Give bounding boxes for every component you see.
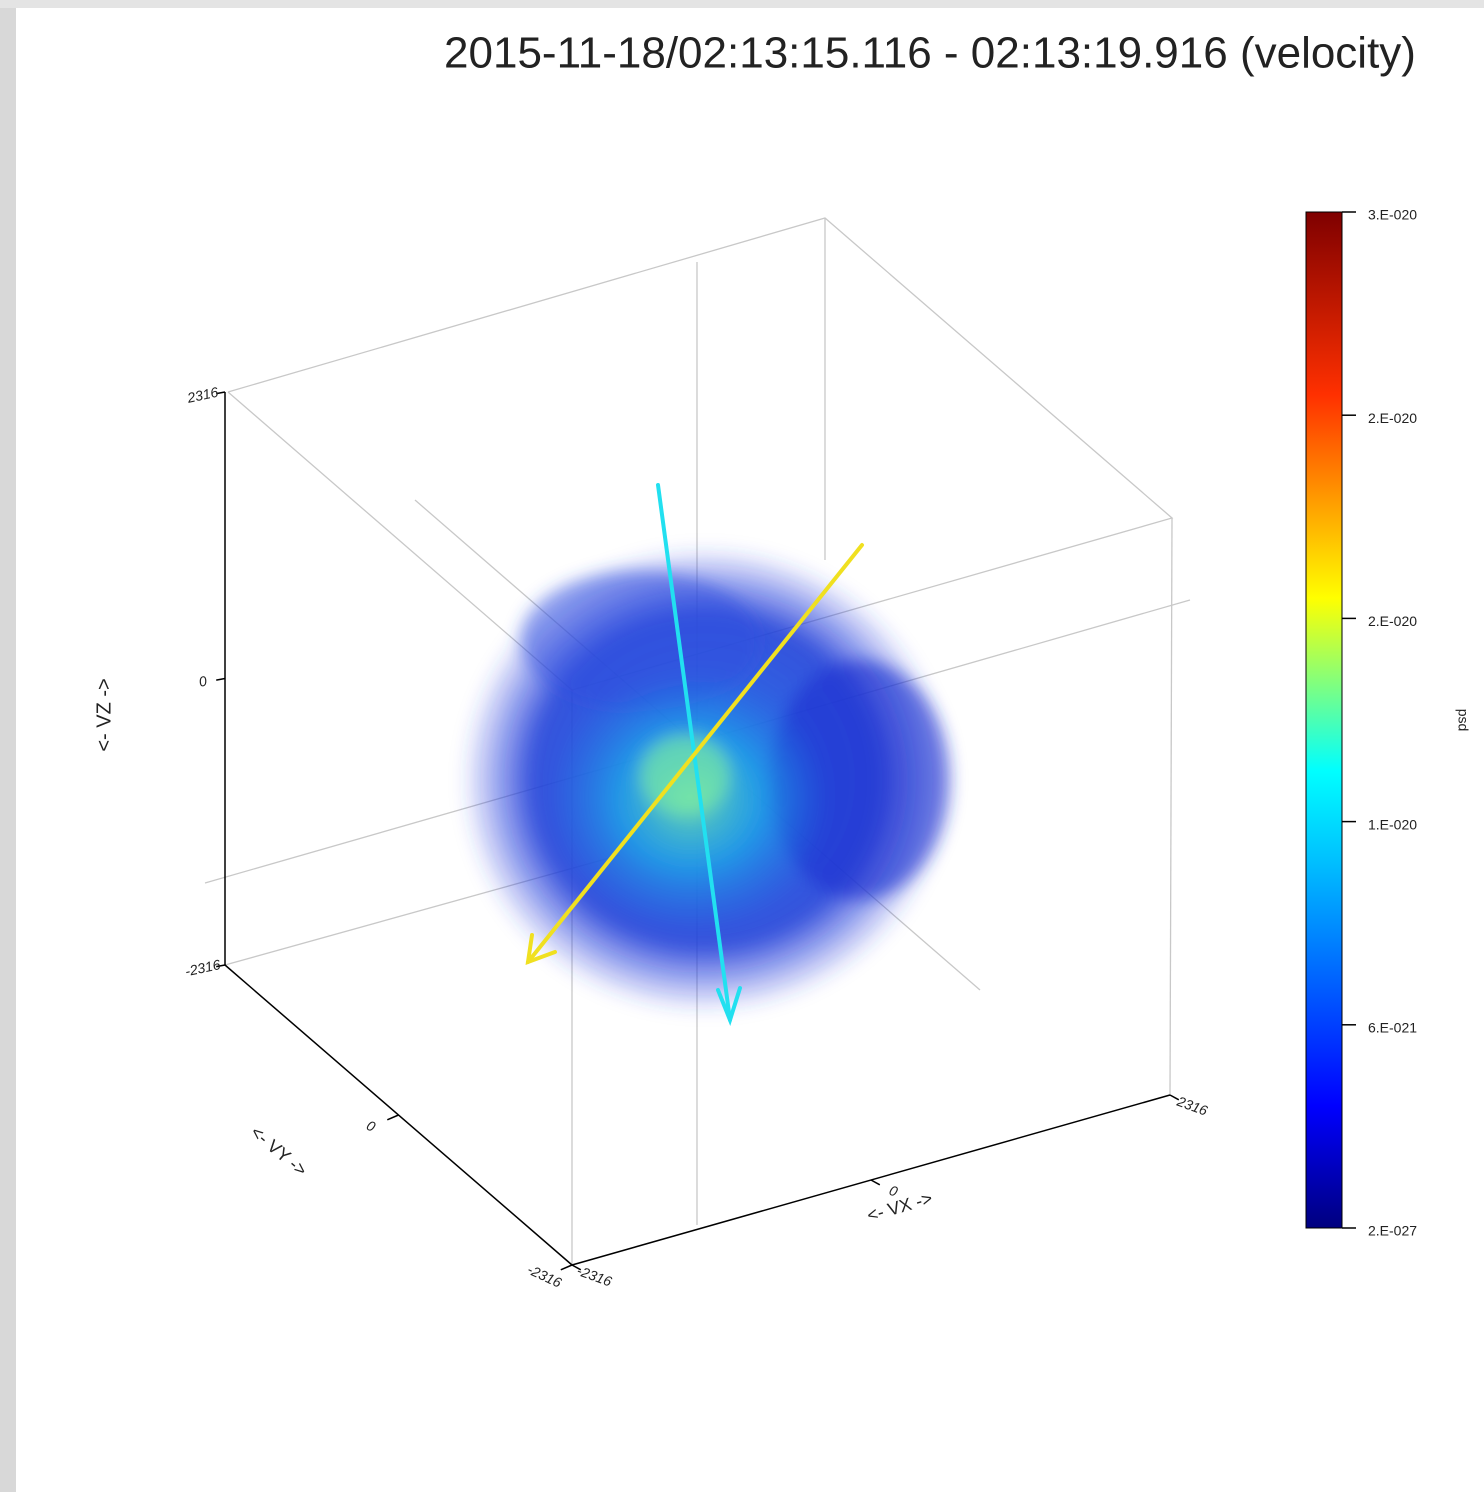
zticks-label: 0 (197, 673, 208, 690)
xticks-label: 2316 (1174, 1093, 1210, 1119)
xticks-label: -2316 (575, 1262, 614, 1289)
y-axis-label: <- VY -> (247, 1122, 311, 1180)
zticks-tick (216, 677, 226, 681)
yticks-tick (560, 1264, 573, 1271)
window-shadow (0, 0, 16, 1492)
xticks-tick (1169, 1094, 1180, 1101)
volume-render (460, 545, 950, 1015)
zticks-tick (216, 391, 226, 395)
colorbar-tick-label: 2.E-020 (1368, 613, 1417, 629)
yticks-tick (387, 1114, 399, 1121)
colorbar-label: psd (1455, 709, 1471, 732)
colorbar-tick-label: 1.E-020 (1368, 816, 1417, 832)
direction-arrows (525, 483, 864, 1026)
window-shadow (0, 0, 1484, 8)
xticks-tick (870, 1179, 881, 1186)
colorbar-tick-label: 6.E-021 (1368, 1020, 1417, 1036)
zticks-label: 2316 (185, 384, 220, 406)
zticks-label: -2316 (184, 956, 223, 979)
colorbar (1305, 211, 1343, 1229)
chart-title: 2015-11-18/02:13:15.116 - 02:13:19.916 (… (444, 29, 1416, 78)
xticks-tick (571, 1264, 582, 1271)
zticks-tick (216, 964, 226, 968)
colorbar-tick-label: 3.E-020 (1368, 207, 1417, 223)
x-axis-label: <- VX -> (865, 1188, 935, 1226)
yticks-label: 0 (364, 1117, 378, 1135)
yticks-label: -2316 (525, 1261, 564, 1291)
z-axis-label: <- VZ -> (93, 678, 115, 751)
colorbar-tick-label: 2.E-027 (1368, 1223, 1417, 1239)
colorbar-tick-label: 2.E-020 (1368, 410, 1417, 426)
